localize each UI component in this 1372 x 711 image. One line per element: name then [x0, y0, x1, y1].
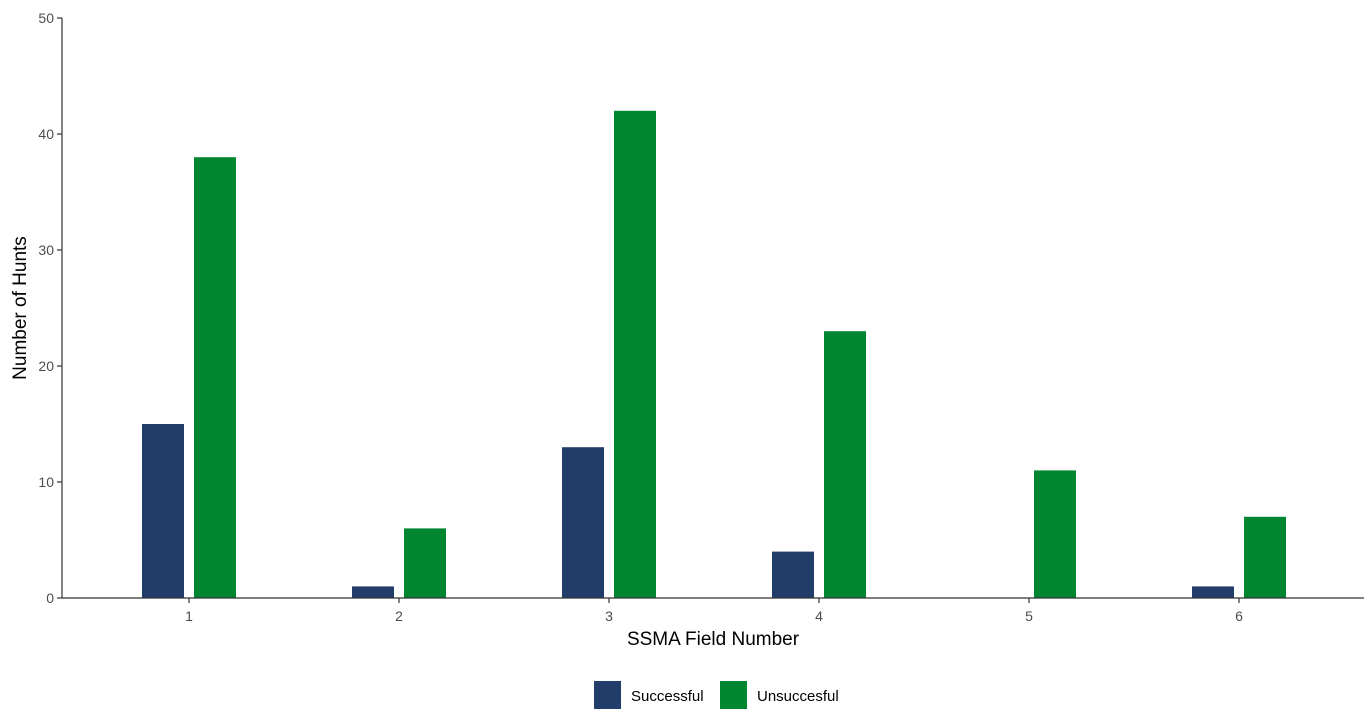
x-tick-label: 3: [605, 608, 613, 624]
x-tick-label: 2: [395, 608, 403, 624]
bar-successful-2: [352, 586, 394, 598]
x-tick-label: 1: [185, 608, 193, 624]
x-axis-title: SSMA Field Number: [627, 629, 800, 650]
bar-unsuccesful-6: [1244, 516, 1286, 598]
x-axis: 1 2 3 4 5 6: [62, 597, 1364, 624]
bar-unsuccesful-1: [194, 157, 236, 598]
bar-unsuccesful-5: [1034, 470, 1076, 598]
x-tick-label: 6: [1235, 608, 1243, 624]
bars-layer: [142, 110, 1286, 599]
y-tick-label: 50: [38, 10, 54, 26]
y-axis: 0 10 20 30 40 50: [38, 10, 63, 606]
bar-successful-6: [1192, 586, 1234, 598]
bar-successful-1: [142, 424, 184, 598]
bar-successful-4: [772, 551, 814, 598]
y-axis-title: Number of Hunts: [10, 236, 31, 380]
legend-swatch-unsuccesful: [720, 681, 747, 709]
x-tick-label: 5: [1025, 608, 1033, 624]
legend-label-successful: Successful: [631, 688, 704, 705]
bar-unsuccesful-4: [824, 331, 866, 598]
y-tick-label: 40: [38, 126, 54, 142]
legend-swatch-successful: [594, 681, 621, 709]
y-tick-label: 10: [38, 474, 54, 490]
y-tick-label: 0: [46, 590, 54, 606]
legend-label-unsuccesful: Unsuccesful: [757, 688, 839, 705]
bar-successful-3: [562, 447, 604, 598]
y-tick-label: 20: [38, 358, 54, 374]
bar-unsuccesful-3: [614, 110, 656, 599]
x-tick-label: 4: [815, 608, 823, 624]
legend: Successful Unsuccesful: [594, 681, 839, 709]
y-tick-label: 30: [38, 242, 54, 258]
bar-unsuccesful-2: [404, 528, 446, 598]
